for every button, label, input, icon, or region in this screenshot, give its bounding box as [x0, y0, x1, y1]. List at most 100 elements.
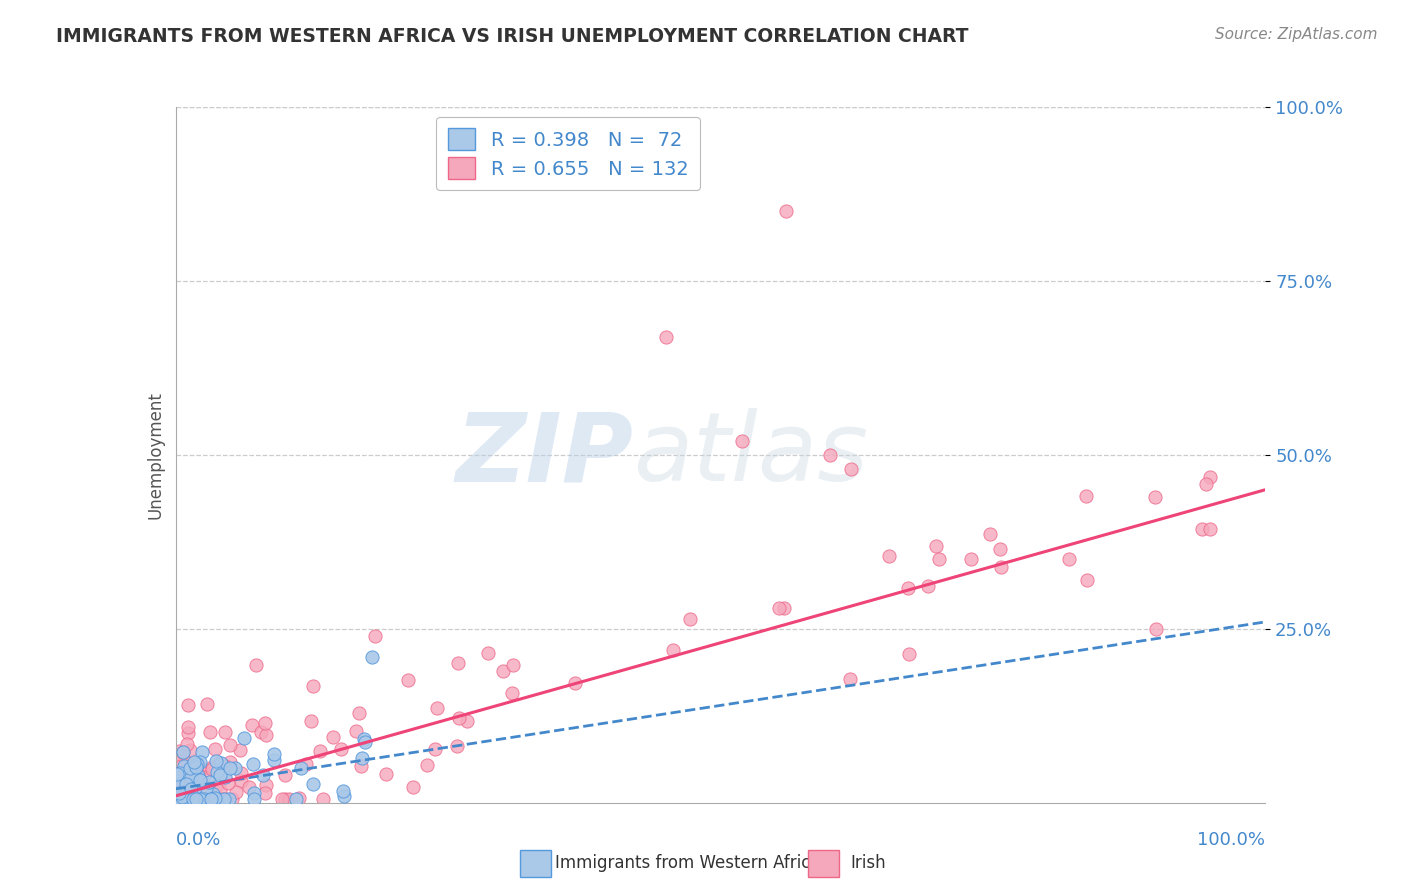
Point — [167, 748, 190, 763]
Point — [818, 448, 841, 462]
Point — [775, 204, 797, 219]
Point — [208, 767, 231, 781]
Point — [186, 792, 208, 806]
Point — [166, 792, 188, 806]
Point — [1074, 489, 1097, 503]
Point — [214, 724, 236, 739]
Point — [201, 760, 224, 774]
Point — [423, 742, 446, 756]
Point — [839, 672, 862, 686]
Point — [173, 786, 195, 800]
Point — [215, 792, 238, 806]
Point — [917, 579, 939, 593]
Point — [184, 792, 207, 806]
Point — [166, 792, 188, 806]
Point — [186, 756, 208, 771]
Point — [456, 714, 478, 728]
Point — [177, 726, 200, 740]
Point — [302, 679, 325, 693]
Point — [243, 792, 266, 806]
Point — [167, 786, 190, 800]
Point — [322, 730, 344, 744]
Point — [1195, 477, 1218, 491]
Point — [347, 706, 370, 721]
Point — [180, 792, 202, 806]
Point — [176, 792, 198, 806]
Point — [353, 731, 375, 746]
Point — [167, 781, 190, 796]
Point — [449, 711, 471, 725]
Point — [204, 790, 226, 805]
Point — [229, 743, 252, 757]
Point — [219, 761, 242, 775]
Point — [183, 792, 205, 806]
Point — [180, 792, 202, 806]
Point — [1076, 573, 1098, 587]
Point — [219, 755, 242, 769]
Point — [240, 717, 263, 731]
Point — [173, 759, 195, 773]
Y-axis label: Unemployment: Unemployment — [146, 391, 165, 519]
Text: Source: ZipAtlas.com: Source: ZipAtlas.com — [1215, 27, 1378, 42]
Point — [274, 792, 297, 806]
Point — [166, 792, 188, 806]
Point — [172, 792, 194, 806]
Point — [263, 747, 285, 761]
Point — [928, 552, 950, 566]
Point — [990, 560, 1012, 574]
Text: 0.0%: 0.0% — [176, 830, 221, 848]
Text: Irish: Irish — [851, 855, 886, 872]
Point — [176, 792, 198, 806]
Point — [180, 792, 202, 806]
Point — [184, 759, 207, 773]
Point — [360, 649, 382, 664]
Point — [187, 792, 209, 806]
Point — [492, 665, 515, 679]
Point — [201, 787, 224, 801]
Point — [287, 791, 309, 805]
Point — [179, 743, 201, 757]
Point — [841, 462, 863, 476]
Point — [374, 766, 396, 780]
Point — [181, 792, 204, 806]
Point — [249, 725, 271, 739]
Point — [180, 782, 202, 797]
Point — [308, 743, 330, 757]
Point — [186, 771, 208, 785]
Point — [205, 792, 228, 806]
Point — [655, 329, 678, 343]
Point — [166, 792, 188, 806]
Point — [180, 770, 202, 784]
Point — [172, 759, 194, 773]
Point — [167, 774, 190, 789]
Point — [425, 701, 447, 715]
Point — [263, 753, 285, 767]
Point — [193, 770, 215, 784]
Point — [252, 768, 274, 782]
Point — [960, 552, 983, 566]
Point — [170, 759, 193, 773]
Point — [1191, 522, 1213, 536]
Point — [177, 756, 200, 770]
Text: IMMIGRANTS FROM WESTERN AFRICA VS IRISH UNEMPLOYMENT CORRELATION CHART: IMMIGRANTS FROM WESTERN AFRICA VS IRISH … — [56, 27, 969, 45]
Point — [176, 785, 198, 799]
Point — [172, 789, 194, 803]
Point — [925, 539, 948, 553]
Point — [224, 761, 246, 775]
Point — [188, 772, 211, 787]
Point — [242, 757, 264, 772]
Point — [166, 792, 188, 806]
Point — [188, 755, 211, 769]
Point — [416, 758, 439, 772]
Point — [181, 792, 204, 806]
Point — [344, 724, 367, 739]
Point — [232, 731, 254, 746]
Point — [214, 770, 236, 784]
Point — [166, 767, 188, 781]
Point — [204, 742, 226, 756]
Point — [208, 756, 231, 770]
Point — [172, 745, 194, 759]
Point — [662, 643, 685, 657]
Point — [290, 761, 312, 775]
Point — [209, 756, 232, 770]
